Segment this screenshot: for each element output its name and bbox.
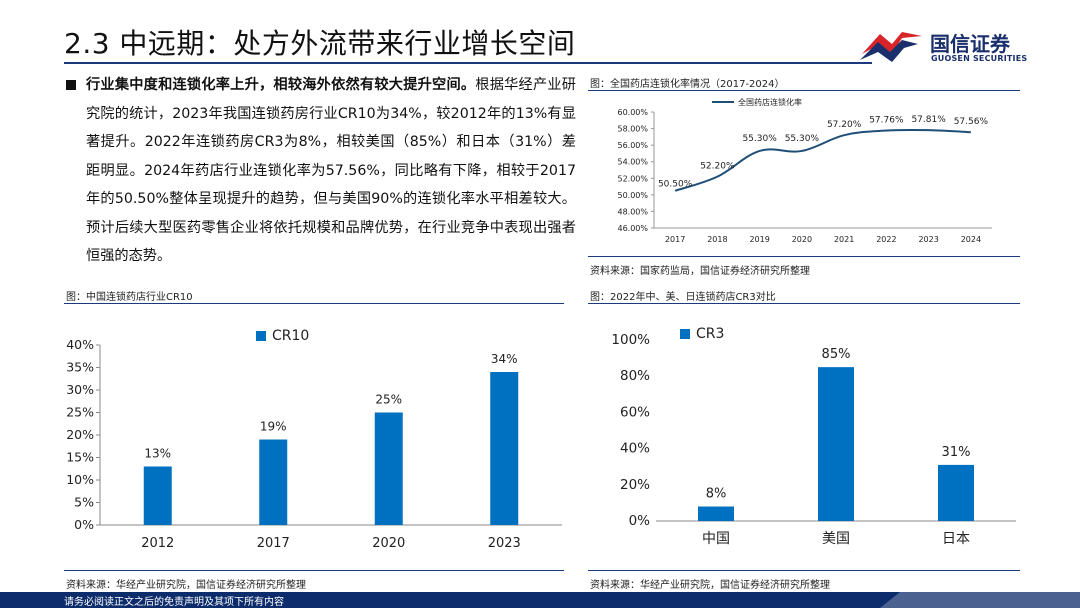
footer-accent [880,592,1080,608]
y-tick-label: 20% [620,477,650,493]
cr10-caption-rule [64,303,564,304]
cr3-caption: 图：2022年中、美、日连锁药店CR3对比 [590,292,776,303]
legend-label: 全国药店连锁化率 [738,97,802,107]
y-tick-label: 5% [74,495,94,510]
data-label: 55.30% [742,134,777,144]
legend-swatch-icon [680,329,690,339]
y-tick-label: 0% [74,517,94,532]
x-tick-label: 2018 [707,235,727,244]
data-label: 57.81% [911,115,946,125]
y-tick-label: 46.00% [617,224,648,233]
y-tick-label: 80% [620,368,650,384]
cr10-source: 资料来源：华经产业研究院，国信证券经济研究所整理 [66,580,306,591]
logo-text-en: GUOSEN SECURITIES [931,54,1028,63]
y-tick-label: 40% [620,441,650,457]
bar [818,367,854,521]
series-line-chain-rate [674,128,971,192]
y-tick-label: 40% [66,337,94,352]
y-tick-label: 48.00% [617,207,648,216]
data-label: 55.30% [785,134,820,144]
y-tick-label: 10% [66,472,94,487]
data-label: 25% [375,393,402,407]
legend-label: CR10 [272,328,309,344]
footer-disclaimer: 请务必阅读正文之后的免责声明及其项下所有内容 [64,597,284,608]
y-tick-label: 54.00% [617,158,648,167]
chain-rate-source: 资料来源：国家药监局，国信证券经济研究所整理 [590,266,810,277]
y-tick-label: 30% [66,382,94,397]
y-tick-label: 50.00% [617,191,648,200]
chain-rate-caption-rule [588,90,1020,91]
y-tick-label: 0% [629,513,651,529]
x-tick-label: 2012 [141,536,174,551]
data-label: 19% [260,420,287,434]
x-tick-label: 日本 [942,531,970,547]
y-tick-label: 58.00% [617,125,648,134]
x-tick-label: 中国 [702,531,730,547]
body-paragraph: 行业集中度和连锁化率上升，相较海外依然有较大提升空间。根据华经产业研究院的统计，… [86,71,576,271]
x-tick-label: 2021 [834,235,854,244]
data-label: 57.76% [869,116,904,126]
chain-rate-source-rule [588,256,1020,257]
chain-rate-caption: 图：全国药店连锁化率情况（2017-2024） [590,79,785,90]
y-tick-label: 56.00% [617,141,648,150]
guosen-logo [860,32,922,62]
y-tick-label: 20% [66,427,94,442]
bar [938,464,974,521]
x-tick-label: 2017 [665,235,685,244]
y-tick-label: 100% [611,332,650,348]
data-label: 57.20% [827,120,862,130]
x-tick-label: 2023 [488,536,521,551]
cr3-source-rule [588,570,1020,571]
footer-bar [0,592,1080,608]
y-tick-label: 60% [620,404,650,420]
bar [143,466,172,525]
y-tick-label: 15% [66,450,94,465]
square-bullet-icon [66,80,76,90]
cr10-caption: 图：中国连锁药店行业CR10 [66,292,193,303]
y-tick-label: 52.00% [617,174,648,183]
paragraph-rest: 根据华经产业研究院的统计，2023年我国连锁药房行业CR10为34%，较2012… [86,77,576,264]
legend-swatch-icon [256,331,266,341]
page-title: 2.3 中远期：处方外流带来行业增长空间 [64,27,576,60]
data-label: 85% [822,347,851,362]
chain-rate-chart: 46.00% 48.00% 50.00% 52.00% 54.00% 56.00% 58.0… [617,97,992,244]
logo-navy-swoosh-icon [860,40,918,62]
header-rule [64,62,872,64]
data-label: 50.50% [658,180,693,190]
cr3-caption-rule [588,303,1020,304]
bar [259,439,288,525]
y-tick-label: 60.00% [617,108,648,117]
data-label: 57.56% [954,117,989,127]
paragraph-bold: 行业集中度和连锁化率上升，相较海外依然有较大提升空间。 [86,77,476,93]
legend-label: CR3 [696,326,724,342]
x-tick-label: 2022 [876,235,896,244]
x-tick-label: 2020 [372,536,405,551]
y-tick-label: 25% [66,405,94,420]
bar [490,372,519,525]
bar [374,412,403,525]
x-tick-label: 2024 [961,235,981,244]
data-label: 52.20% [700,162,735,172]
x-tick-label: 2020 [792,235,812,244]
x-tick-label: 美国 [822,531,850,547]
logo-text-cn: 国信证券 [930,32,1010,56]
data-label: 8% [706,487,727,502]
cr10-chart: 0% 5% 10% 15% 20% 25% 30% 35% 40% 13% 2012 19% 2017 2… [66,328,562,551]
x-tick-label: 2019 [749,235,769,244]
data-label: 34% [491,352,518,366]
x-tick-label: 2023 [918,235,938,244]
y-tick-label: 35% [66,360,94,375]
data-label: 13% [144,447,171,461]
data-label: 31% [942,445,971,460]
x-tick-label: 2017 [257,536,290,551]
logo-red-swoosh-icon [862,32,922,54]
bar [698,506,734,521]
cr10-source-rule [64,570,564,571]
cr3-source: 资料来源：华经产业研究院，国信证券经济研究所整理 [590,580,830,591]
cr3-chart: 0% 20% 40% 60% 80% 100% 8% 中国 85% 美国 31% 日本 CR3 [611,326,1016,547]
